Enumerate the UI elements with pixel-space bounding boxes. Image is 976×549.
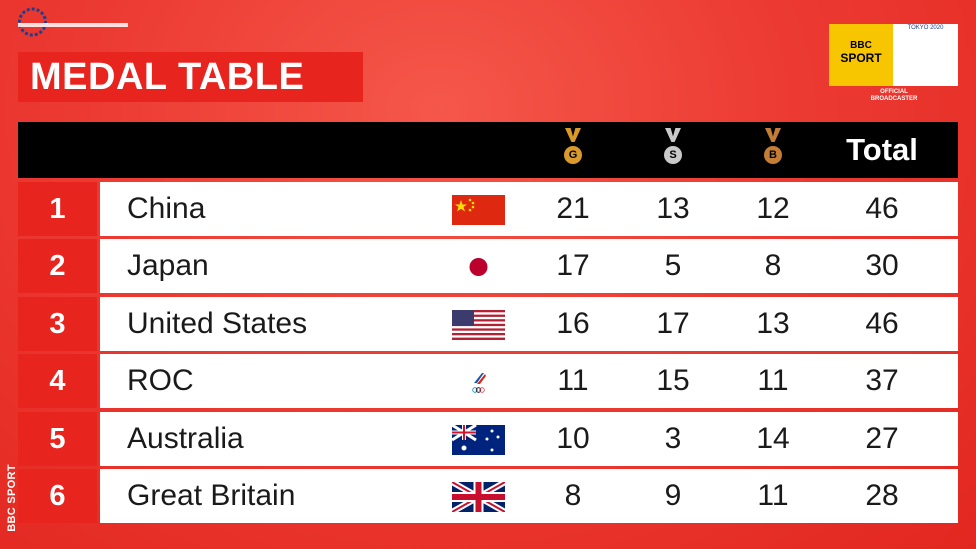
title: MEDAL TABLE xyxy=(18,52,363,102)
row-background xyxy=(100,239,958,294)
tokyo-emblem xyxy=(18,7,47,37)
rank-cell: 2 xyxy=(18,239,97,294)
logo-caption: OFFICIAL BROADCASTER xyxy=(870,89,918,102)
flag-usa xyxy=(452,310,505,340)
medal-ribbon xyxy=(565,128,581,142)
medal-count: 8 xyxy=(764,249,782,283)
medal-count: 17 xyxy=(656,306,690,340)
medal-count: 17 xyxy=(556,249,590,283)
country-name: United States xyxy=(127,306,308,340)
row-background xyxy=(100,182,958,236)
rank-cell: 5 xyxy=(18,411,97,466)
logo-games: TOKYO 2020 xyxy=(907,25,944,31)
medal-count: 9 xyxy=(664,479,682,512)
medal-letter: B xyxy=(764,146,782,164)
total-header: Total xyxy=(846,132,918,167)
title-rule xyxy=(18,23,128,27)
medal-count: 12 xyxy=(756,192,790,225)
medal-icon: B xyxy=(758,128,788,172)
flag-roc xyxy=(452,367,505,397)
medal-count: 46 xyxy=(865,192,899,225)
medal-count: 11 xyxy=(757,479,789,512)
medal-count: 13 xyxy=(756,306,790,340)
row-background xyxy=(100,354,958,409)
medal-count: 14 xyxy=(756,421,790,455)
country-name: Australia xyxy=(127,421,244,455)
row-background xyxy=(100,411,958,466)
rank-cell: 3 xyxy=(18,296,97,351)
medal-icon: G xyxy=(558,128,588,172)
medal-count: 11 xyxy=(557,364,589,398)
row-background xyxy=(100,296,958,351)
medal-count: 28 xyxy=(865,479,899,512)
medal-count: 10 xyxy=(556,421,590,455)
tokyo-logo: TOKYO 2020 xyxy=(893,24,958,86)
row-background xyxy=(100,469,958,523)
medal-count: 8 xyxy=(564,479,582,512)
medal-ribbon xyxy=(765,128,781,142)
medal-count: 30 xyxy=(865,249,899,283)
medal-count: 46 xyxy=(865,306,899,340)
medal-count: 16 xyxy=(556,306,590,340)
flag-china xyxy=(452,195,505,225)
flag-japan xyxy=(452,252,505,282)
logo-sport: SPORT xyxy=(840,51,882,65)
medal-letter: G xyxy=(564,146,582,164)
country-name: Great Britain xyxy=(127,479,296,512)
country-name: China xyxy=(127,192,206,225)
medal-count: 27 xyxy=(865,421,899,455)
country-name: Japan xyxy=(127,249,209,283)
medal-count: 21 xyxy=(556,192,590,225)
medal-icon: S xyxy=(658,128,688,172)
rank-cell: 6 xyxy=(18,469,97,523)
flag-great-britain xyxy=(452,482,505,512)
rank-cell: 4 xyxy=(18,354,97,409)
medal-letter: S xyxy=(664,146,682,164)
medal-count: 5 xyxy=(664,249,682,283)
country-name: ROC xyxy=(127,364,194,398)
flag-australia xyxy=(452,425,505,455)
medal-count: 3 xyxy=(664,421,682,455)
medal-count: 37 xyxy=(865,364,899,398)
logo-bbc: BBC xyxy=(850,40,872,51)
medal-ribbon xyxy=(665,128,681,142)
bbc-sport-logo: BBC SPORT xyxy=(829,24,893,86)
table-header xyxy=(18,122,958,178)
rank-cell: 1 xyxy=(18,182,97,236)
medal-count: 13 xyxy=(656,192,690,225)
watermark: BBC SPORT xyxy=(6,464,18,532)
medal-count: 15 xyxy=(656,364,690,398)
medal-count: 11 xyxy=(757,364,789,398)
